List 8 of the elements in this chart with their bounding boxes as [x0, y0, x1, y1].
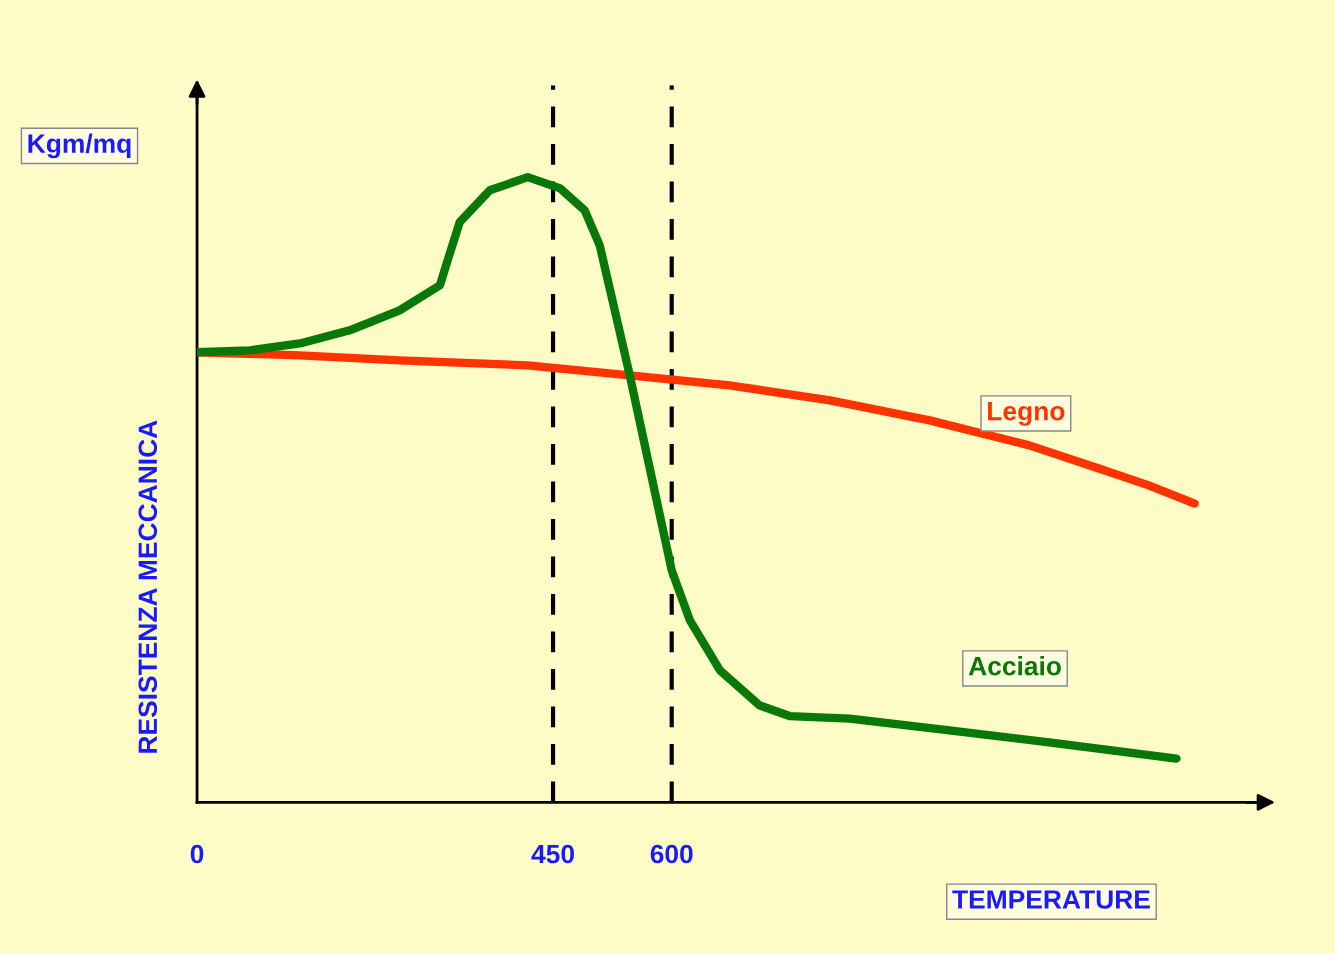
x-tick-label: 600	[650, 844, 693, 864]
x-tick-label: 450	[531, 844, 574, 864]
series-label: Legno	[988, 402, 1065, 426]
y-axis-title: RESISTENZA MECCANICA	[138, 420, 158, 753]
x-tick-label: 0	[190, 844, 204, 864]
text: Acciaio	[968, 656, 1061, 676]
text: Kgm/mq	[28, 133, 131, 159]
x-axis-title: TEMPERATURE	[952, 890, 1150, 909]
